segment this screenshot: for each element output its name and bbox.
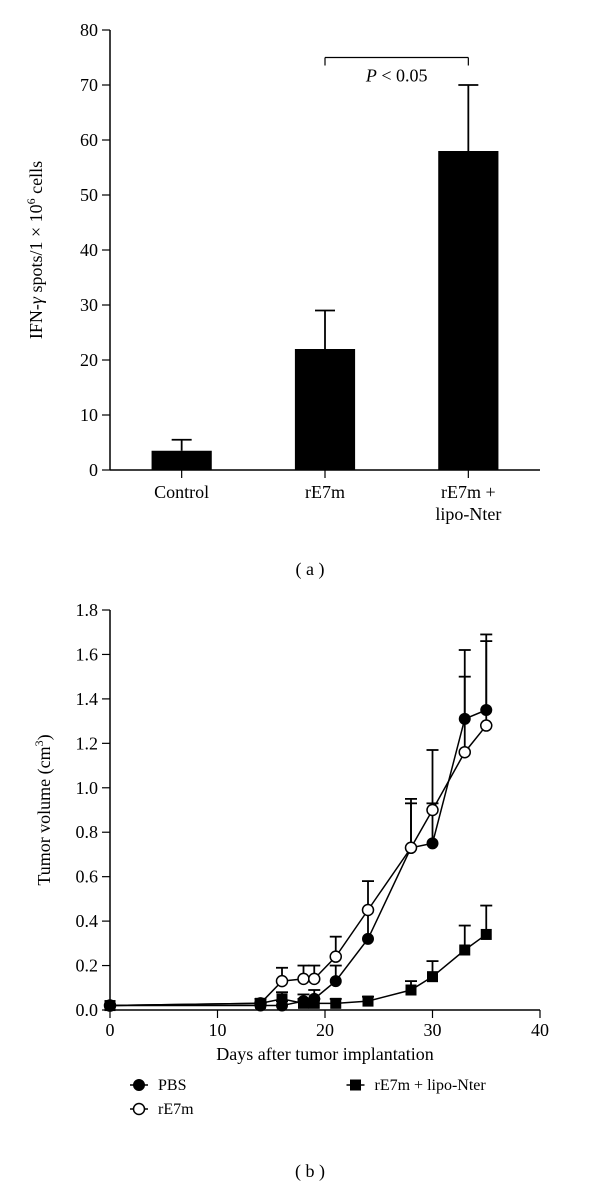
svg-text:20: 20 xyxy=(80,350,98,370)
svg-text:30: 30 xyxy=(80,295,98,315)
svg-text:1.6: 1.6 xyxy=(76,644,99,664)
svg-text:0.2: 0.2 xyxy=(76,956,99,976)
svg-text:40: 40 xyxy=(531,1020,549,1040)
svg-text:1.0: 1.0 xyxy=(76,778,99,798)
legend-label: rE7m xyxy=(158,1101,194,1118)
svg-text:70: 70 xyxy=(80,75,98,95)
panel-b-label: ( b ) xyxy=(295,1161,325,1181)
svg-text:rE7m: rE7m xyxy=(305,482,345,502)
svg-text:40: 40 xyxy=(80,240,98,260)
svg-text:IFN-γ spots/1 × 106 cells: IFN-γ spots/1 × 106 cells xyxy=(24,161,46,339)
svg-text:10: 10 xyxy=(80,405,98,425)
svg-text:10: 10 xyxy=(209,1020,227,1040)
svg-text:60: 60 xyxy=(80,130,98,150)
bar xyxy=(295,349,355,470)
legend-label: rE7m + lipo-Nter xyxy=(375,1077,487,1094)
svg-text:1.8: 1.8 xyxy=(76,600,99,620)
bar xyxy=(438,151,498,470)
panel-a: 0 10 20 30 40 50 60 70 80 IFN-γ spots/1 × 106 cel… xyxy=(10,10,600,580)
svg-text:0: 0 xyxy=(106,1020,115,1040)
svg-text:80: 80 xyxy=(80,20,98,40)
svg-text:rE7m +: rE7m + xyxy=(441,482,496,502)
svg-text:0.4: 0.4 xyxy=(76,911,99,931)
line-chart: 0.0 0.2 0.4 0.6 0.8 1.0 1.2 1.4 1.6 1.8 0 10 20 30 40 D… xyxy=(10,590,570,1150)
svg-text:0.6: 0.6 xyxy=(76,867,99,887)
svg-text:Days after tumor implantation: Days after tumor implantation xyxy=(216,1044,433,1064)
svg-text:Tumor volume (cm3): Tumor volume (cm3) xyxy=(32,734,55,885)
panel-a-label: ( a ) xyxy=(296,559,325,579)
svg-text:0: 0 xyxy=(89,460,98,480)
panel-b: 0.0 0.2 0.4 0.6 0.8 1.0 1.2 1.4 1.6 1.8 0 10 20 30 40 D… xyxy=(10,590,600,1182)
bar-chart: 0 10 20 30 40 50 60 70 80 IFN-γ spots/1 × 106 cel… xyxy=(10,10,570,550)
svg-text:1.2: 1.2 xyxy=(76,733,99,753)
svg-text:30: 30 xyxy=(424,1020,442,1040)
svg-text:50: 50 xyxy=(80,185,98,205)
series-line xyxy=(110,726,486,1006)
svg-text:1.4: 1.4 xyxy=(76,689,99,709)
svg-text:P < 0.05: P < 0.05 xyxy=(365,66,428,86)
bar xyxy=(152,451,212,470)
svg-text:20: 20 xyxy=(316,1020,334,1040)
svg-text:Control: Control xyxy=(154,482,209,502)
svg-text:0.0: 0.0 xyxy=(76,1000,99,1020)
svg-text:0.8: 0.8 xyxy=(76,822,99,842)
svg-text:lipo-Nter: lipo-Nter xyxy=(435,504,501,524)
legend-label: PBS xyxy=(158,1077,186,1094)
